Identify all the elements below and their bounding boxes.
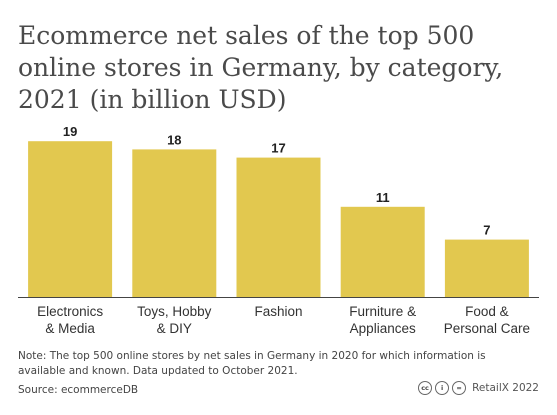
category-label: Electronics & Media [37,304,103,336]
bar-value-label: 17 [271,141,285,156]
chart-source: Source: ecommerceDB [18,384,139,396]
bar-0 [28,141,113,297]
bar-1 [132,149,217,297]
chart-note: Note: The top 500 online stores by net s… [18,350,486,377]
bar-value-label: 18 [167,132,181,147]
bar-value-label: 7 [483,223,490,238]
bar-4 [444,239,529,297]
bar-2 [236,157,321,297]
bar-value-label: 19 [63,124,77,139]
nd-icon: = [452,381,467,395]
chart-title: Ecommerce net sales of the top 500 onlin… [18,21,504,114]
by-icon: i [435,381,450,395]
bar-3 [340,206,425,297]
credit-text: RetailX 2022 [472,382,539,394]
category-label: Furniture & Appliances [349,304,416,336]
category-label: Food & Personal Care [444,304,530,336]
category-label: Toys, Hobby & DIY [137,304,212,336]
bar-value-label: 11 [376,190,390,205]
bar-chart: 19 Electronics & Media 18 Toys, Hobby & DIY 17… [18,124,539,336]
category-label: Fashion [254,304,302,319]
cc-icon: cc [418,381,433,395]
credit: cc i = RetailX 2022 [418,381,539,395]
